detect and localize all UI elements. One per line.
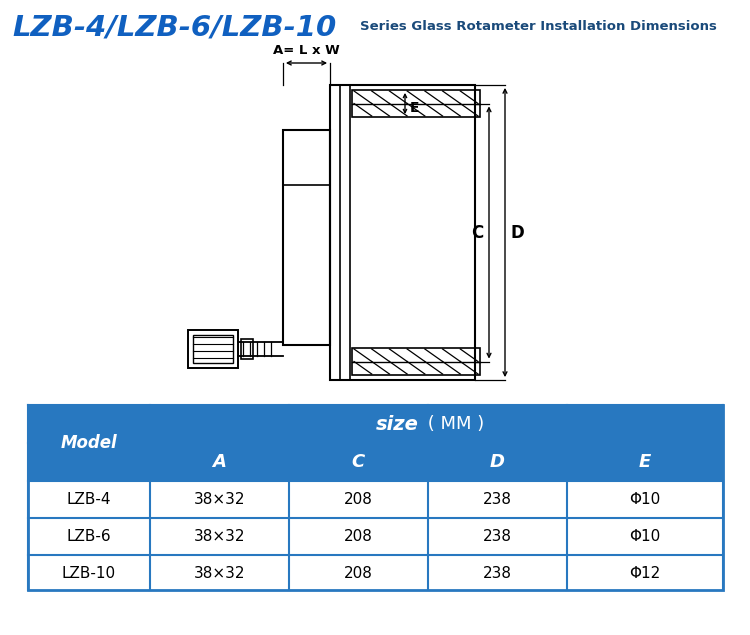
Bar [567,405,723,443]
Text: LZB-6: LZB-6 [67,529,111,544]
Text: LZB-4: LZB-4 [67,492,111,507]
Bar [427,405,567,443]
Text: Φ10: Φ10 [629,492,661,507]
Text: 238: 238 [483,492,512,507]
Text: 38×32: 38×32 [194,566,244,581]
Text: Series Glass Rotameter Installation Dimensions: Series Glass Rotameter Installation Dime… [360,20,717,32]
Bar [330,85,475,380]
Bar [28,405,723,590]
Bar [352,348,480,375]
Bar [289,443,427,481]
Bar [352,90,480,117]
Bar [289,405,427,443]
Bar [567,443,723,481]
Text: D: D [511,224,525,241]
Text: ( MM ): ( MM ) [422,415,484,433]
Bar [241,339,253,359]
Text: LZB-4/LZB-6/LZB-10: LZB-4/LZB-6/LZB-10 [12,14,336,42]
Text: LZB-10: LZB-10 [62,566,116,581]
Text: 238: 238 [483,529,512,544]
Text: A: A [212,453,226,471]
Bar [283,130,330,345]
Text: 208: 208 [344,529,373,544]
Text: D: D [490,453,505,471]
Text: Φ10: Φ10 [629,529,661,544]
Bar [149,405,289,443]
Text: Model: Model [61,434,117,452]
Text: 208: 208 [344,492,373,507]
Text: Φ12: Φ12 [629,566,661,581]
Text: 208: 208 [344,566,373,581]
Text: C: C [471,224,483,241]
Bar [149,443,289,481]
Text: 38×32: 38×32 [194,529,244,544]
Text: C: C [352,453,364,471]
Text: A= L x W: A= L x W [273,44,340,57]
Bar [188,330,238,368]
Bar [427,443,567,481]
Text: 38×32: 38×32 [194,492,244,507]
Text: 238: 238 [483,566,512,581]
Bar [193,335,233,363]
Bar [28,405,149,481]
Text: size: size [376,415,419,434]
Text: E: E [639,453,651,471]
Text: E: E [410,100,419,114]
